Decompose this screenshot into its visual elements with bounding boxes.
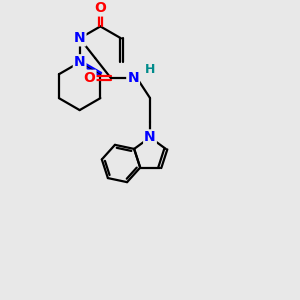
Text: H: H <box>145 63 155 76</box>
Text: N: N <box>74 32 85 45</box>
Text: O: O <box>84 71 95 85</box>
Text: N: N <box>74 55 85 69</box>
Text: O: O <box>94 2 106 16</box>
Text: N: N <box>144 130 156 144</box>
Text: N: N <box>127 71 139 85</box>
